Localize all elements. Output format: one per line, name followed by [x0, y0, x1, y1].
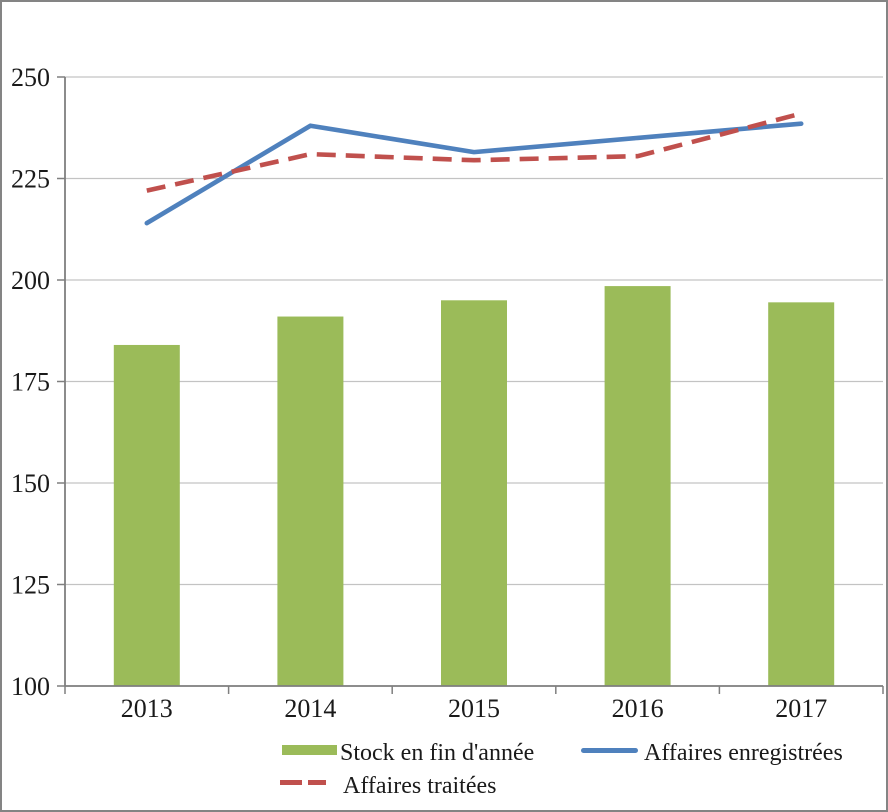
- y-tick-label-175: 175: [11, 368, 50, 397]
- legend-label-traitees: Affaires traitées: [343, 773, 497, 799]
- bar-2015: [441, 300, 507, 686]
- legend-bar-swatch-icon: [282, 745, 337, 755]
- bar-2016: [604, 286, 671, 686]
- line-series-dashed: [146, 111, 802, 193]
- y-tick-label-250: 250: [11, 63, 50, 92]
- x-tick-label-2015: 2015: [448, 694, 500, 723]
- x-tick-label-2013: 2013: [121, 694, 173, 723]
- y-tick-label-200: 200: [11, 266, 50, 295]
- y-tick-label-225: 225: [11, 165, 50, 194]
- x-tick-label-2017: 2017: [775, 694, 827, 723]
- bar-2017: [768, 302, 835, 686]
- bar-2013: [113, 344, 180, 686]
- legend-label-enregistrees: Affaires enregistrées: [644, 740, 843, 766]
- line-series-solid: [144, 121, 804, 226]
- y-tick-label-125: 125: [11, 571, 50, 600]
- legend-dashed-line-swatch-icon: [280, 780, 326, 785]
- bar-2014: [277, 316, 344, 686]
- x-tick-label-2014: 2014: [284, 694, 336, 723]
- legend-solid-line-swatch-icon: [581, 748, 638, 753]
- y-tick-label-150: 150: [11, 469, 50, 498]
- y-tick-label-100: 100: [11, 672, 50, 701]
- legend-label-stock: Stock en fin d'année: [340, 740, 535, 766]
- x-tick-label-2016: 2016: [612, 694, 664, 723]
